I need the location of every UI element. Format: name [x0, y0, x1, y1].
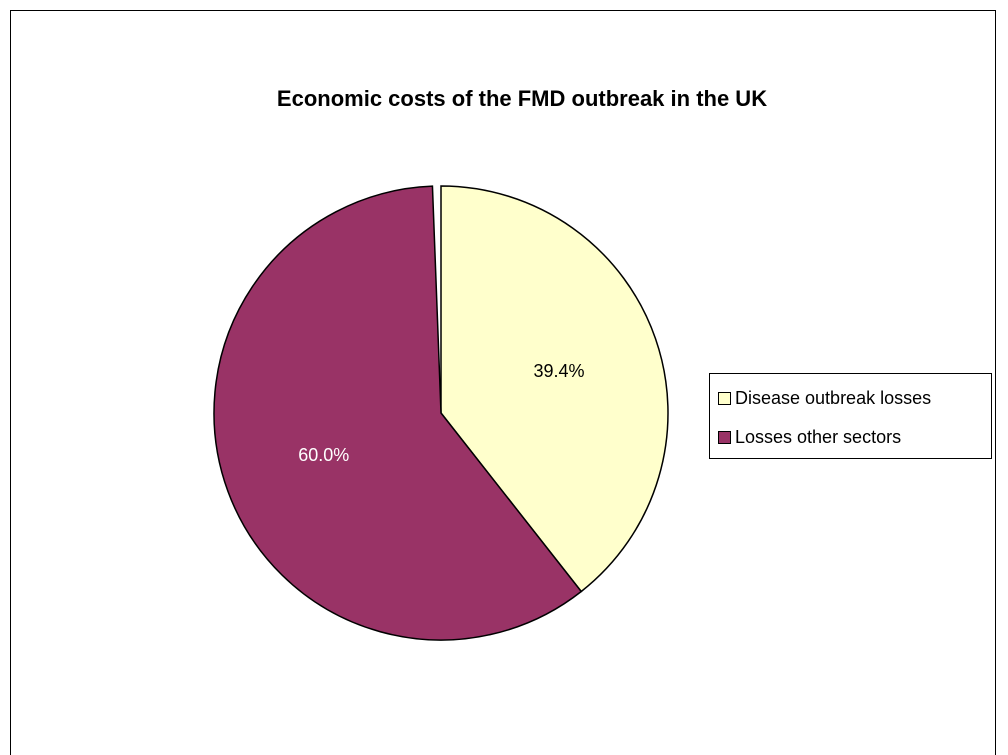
- pie-slice-disease-outbreak-losses: [440, 185, 669, 593]
- legend-swatch-icon: [718, 391, 731, 405]
- chart-title: Economic costs of the FMD outbreak in th…: [276, 86, 768, 111]
- pie-data-label: 60.0%: [298, 445, 349, 465]
- pie-slice-losses-other-sectors: [213, 185, 583, 641]
- legend-item-disease-outbreak-losses: Disease outbreak losses: [718, 387, 931, 409]
- legend-item-losses-other-sectors: Losses other sectors: [718, 426, 901, 448]
- legend-label: Disease outbreak losses: [735, 387, 932, 408]
- pie-data-label: 39.4%: [533, 361, 584, 381]
- legend-swatch-icon: [718, 430, 731, 444]
- legend: Disease outbreak losses Losses other sec…: [709, 373, 992, 459]
- legend-label: Losses other sectors: [735, 426, 902, 447]
